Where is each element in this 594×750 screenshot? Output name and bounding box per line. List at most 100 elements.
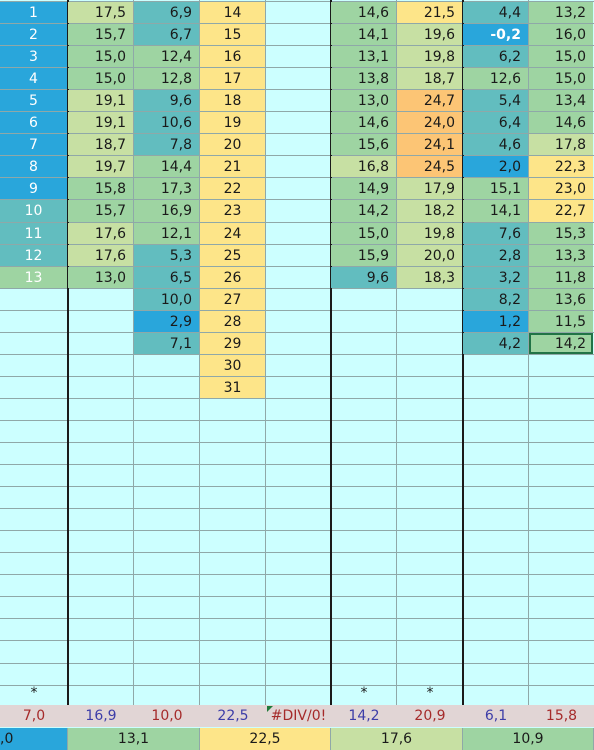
data-cell[interactable]: 18 bbox=[200, 90, 265, 111]
data-cell[interactable]: 20,0 bbox=[397, 245, 462, 266]
data-cell[interactable]: 13,4 bbox=[529, 90, 593, 111]
data-cell[interactable]: 3 bbox=[0, 46, 67, 67]
data-cell[interactable]: 6,2 bbox=[463, 46, 528, 67]
data-cell[interactable]: 13,8 bbox=[331, 68, 396, 89]
data-cell[interactable]: 19,1 bbox=[68, 112, 133, 133]
data-cell[interactable]: 14,4 bbox=[134, 156, 199, 177]
data-cell[interactable]: 22,7 bbox=[529, 200, 593, 222]
data-cell[interactable]: 28 bbox=[200, 311, 265, 332]
group-total-cell[interactable]: 22,5 bbox=[200, 728, 331, 750]
data-cell[interactable]: 1,2 bbox=[463, 311, 528, 332]
data-cell[interactable]: 14,2 bbox=[331, 200, 396, 222]
data-cell[interactable]: 7,8 bbox=[134, 134, 199, 155]
data-cell[interactable]: 17,3 bbox=[134, 178, 199, 199]
data-cell[interactable]: 13,2 bbox=[529, 2, 593, 23]
data-cell[interactable]: 13,1 bbox=[331, 46, 396, 67]
data-cell[interactable]: 12,1 bbox=[134, 223, 199, 244]
data-cell[interactable]: 30 bbox=[200, 355, 265, 376]
data-cell[interactable]: 4,6 bbox=[463, 134, 528, 155]
data-cell[interactable]: 14,6 bbox=[331, 2, 396, 23]
data-cell[interactable]: 24,0 bbox=[397, 112, 462, 133]
data-cell[interactable]: 6,9 bbox=[134, 2, 199, 23]
data-cell[interactable]: 16 bbox=[200, 46, 265, 67]
data-cell[interactable]: 24,7 bbox=[397, 90, 462, 111]
data-cell[interactable]: 7 bbox=[0, 134, 67, 155]
data-cell[interactable]: 1 bbox=[0, 2, 67, 23]
data-cell[interactable]: 13,3 bbox=[529, 245, 593, 266]
data-cell[interactable]: 9,6 bbox=[134, 90, 199, 111]
data-cell[interactable]: 18,7 bbox=[68, 134, 133, 155]
data-cell[interactable]: 2 bbox=[0, 24, 67, 45]
data-cell[interactable]: 14 bbox=[200, 2, 265, 23]
data-cell[interactable]: 21,5 bbox=[397, 2, 462, 23]
data-cell[interactable]: 15,8 bbox=[68, 178, 133, 199]
data-cell[interactable]: 17,8 bbox=[529, 134, 593, 155]
data-cell[interactable]: 7,6 bbox=[463, 223, 528, 244]
data-cell[interactable]: 15,0 bbox=[68, 46, 133, 67]
data-cell[interactable]: 21 bbox=[200, 156, 265, 177]
data-cell[interactable]: 19,8 bbox=[397, 46, 462, 67]
data-cell[interactable]: -0,2 bbox=[463, 24, 528, 45]
data-cell[interactable]: 12 bbox=[0, 245, 67, 266]
data-cell[interactable]: 17,6 bbox=[68, 245, 133, 266]
data-cell[interactable]: 31 bbox=[200, 377, 265, 398]
data-cell[interactable]: 18,3 bbox=[397, 267, 462, 288]
data-cell[interactable]: 7,1 bbox=[134, 333, 199, 354]
data-cell[interactable]: 15,0 bbox=[68, 68, 133, 89]
data-cell[interactable]: 13 bbox=[0, 267, 67, 288]
group-total-cell[interactable]: ,0 bbox=[0, 728, 68, 750]
data-cell[interactable]: 6 bbox=[0, 112, 67, 133]
data-cell[interactable]: 10,0 bbox=[134, 289, 199, 310]
data-cell[interactable]: 15 bbox=[200, 24, 265, 45]
average-cell[interactable]: 10,0 bbox=[151, 708, 183, 724]
data-cell[interactable]: 4,4 bbox=[463, 2, 528, 23]
data-cell[interactable]: 15,0 bbox=[331, 223, 396, 244]
data-cell[interactable]: 24,1 bbox=[397, 134, 462, 155]
data-cell[interactable]: 5,3 bbox=[134, 245, 199, 266]
data-cell[interactable]: 13,0 bbox=[331, 90, 396, 111]
data-cell[interactable]: 26 bbox=[200, 267, 265, 288]
data-cell[interactable]: 8 bbox=[0, 156, 67, 177]
data-cell[interactable]: 23 bbox=[200, 200, 265, 222]
data-cell[interactable]: 17,6 bbox=[68, 223, 133, 244]
data-cell[interactable]: 29 bbox=[200, 333, 265, 354]
data-cell[interactable]: 12,6 bbox=[463, 68, 528, 89]
data-cell[interactable]: 4 bbox=[0, 68, 67, 89]
data-cell[interactable]: 9 bbox=[0, 178, 67, 199]
data-cell[interactable]: 25 bbox=[200, 245, 265, 266]
data-cell[interactable]: 14,1 bbox=[463, 200, 528, 222]
data-cell[interactable]: 2,0 bbox=[463, 156, 528, 177]
data-cell[interactable]: 13,0 bbox=[68, 267, 133, 288]
data-cell[interactable]: 3,2 bbox=[463, 267, 528, 288]
data-cell[interactable]: 14,1 bbox=[331, 24, 396, 45]
data-cell[interactable]: 5 bbox=[0, 90, 67, 111]
data-cell[interactable]: 16,9 bbox=[134, 200, 199, 222]
data-cell[interactable]: 11,5 bbox=[529, 311, 593, 332]
average-cell[interactable]: 14,2 bbox=[348, 708, 380, 724]
data-cell[interactable]: 19,6 bbox=[397, 24, 462, 45]
data-cell[interactable]: 2,9 bbox=[134, 311, 199, 332]
data-cell[interactable]: 19,1 bbox=[68, 90, 133, 111]
data-cell[interactable]: 4,2 bbox=[463, 333, 528, 354]
data-cell[interactable]: 6,5 bbox=[134, 267, 199, 288]
data-cell[interactable]: 15,0 bbox=[529, 68, 593, 89]
data-cell[interactable]: 18,7 bbox=[397, 68, 462, 89]
data-cell[interactable]: 14,6 bbox=[331, 112, 396, 133]
data-cell[interactable]: 20 bbox=[200, 134, 265, 155]
data-cell[interactable]: 17,9 bbox=[397, 178, 462, 199]
average-cell[interactable]: 20,9 bbox=[414, 708, 446, 724]
data-cell[interactable]: 23,0 bbox=[529, 178, 593, 199]
data-cell[interactable]: 17 bbox=[200, 68, 265, 89]
selected-cell[interactable]: 14,2 bbox=[529, 333, 593, 354]
data-cell[interactable]: 14,6 bbox=[529, 112, 593, 133]
data-cell[interactable]: 15,1 bbox=[463, 178, 528, 199]
data-cell[interactable]: 9,6 bbox=[331, 267, 396, 288]
data-cell[interactable]: 2,8 bbox=[463, 245, 528, 266]
data-cell[interactable]: 10 bbox=[0, 200, 67, 222]
data-cell[interactable]: 24,5 bbox=[397, 156, 462, 177]
average-cell[interactable]: 22,5 bbox=[217, 708, 249, 724]
data-cell[interactable]: 13,6 bbox=[529, 289, 593, 310]
group-total-cell[interactable]: 17,6 bbox=[331, 728, 463, 750]
data-cell[interactable]: 5,4 bbox=[463, 90, 528, 111]
